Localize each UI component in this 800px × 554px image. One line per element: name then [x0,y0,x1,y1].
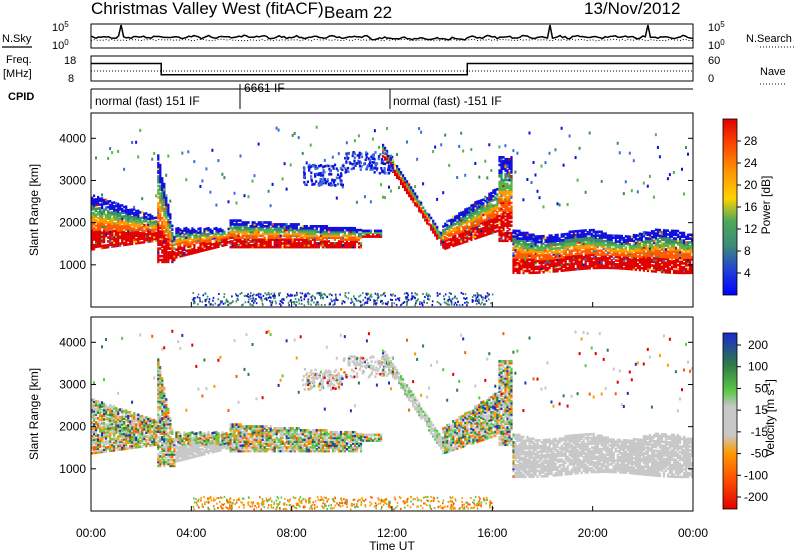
freq-panel-frame [90,55,694,82]
power-y-tick-label-2: 3000 [59,173,86,187]
velocity-y-tick-label-1: 2000 [59,420,86,434]
noise-sky-line [90,24,694,41]
x-tick-label-6: 00:00 [678,526,708,540]
x-axis-label: Time UT [369,539,415,553]
cpid-segment-0: normal (fast) 151 IF [95,94,200,108]
freq-left-tick-bottom: 8 [68,73,74,85]
noise-search-line [90,38,693,42]
x-tick-label-4: 16:00 [477,526,507,540]
power-cbar-tick-label-3: 16 [744,200,758,214]
velocity-cbar-tick-label-1: 100 [748,360,768,374]
noise-left-tick-top: 105 [52,20,69,34]
power-colorbar [722,118,738,296]
power-heatmap-cells [91,125,694,307]
x-axis-ticks: 00:00 04:00 08:00 12:00 16:00 20:00 00:00 [76,302,708,540]
cpid-segment-1: 6661 IF [244,81,285,95]
x-tick-label-2: 08:00 [277,526,307,540]
power-cbar-tick-label-4: 20 [744,178,758,192]
velocity-cbar-tick-label-3: 15 [755,403,769,417]
power-y-tick-label-1: 2000 [59,216,86,230]
x-tick-label-5: 20:00 [578,526,608,540]
nave-label: Nave [760,66,786,78]
power-cbar-tick-label-6: 28 [744,134,758,148]
date-label: 13/Nov/2012 [584,0,680,18]
power-cbar-tick-label-1: 8 [744,244,751,258]
beam-label: Beam 22 [324,3,392,22]
power-y-tick-label-0: 1000 [59,258,86,272]
velocity-y-tick-label-0: 1000 [59,462,86,476]
power-y-ticks: 1000 2000 3000 4000 [59,131,693,272]
freq-line [91,62,693,76]
freq-unit-label: [MHz] [3,68,32,80]
velocity-colorbar-ticks: 200 100 50 15 -15 -50 -100 -200 [737,338,768,504]
power-panel-frame [90,112,694,308]
velocity-cbar-tick-label-0: 200 [748,338,768,352]
power-colorbar-label: Power [dB] [759,176,773,235]
x-tick-label-1: 04:00 [176,526,206,540]
power-y-tick-label-3: 4000 [59,131,86,145]
power-cbar-tick-label-0: 4 [744,266,751,280]
power-cbar-tick-label-2: 12 [744,222,758,236]
velocity-heatmap-cells [91,329,694,511]
velocity-cbar-tick-label-5: -50 [751,447,769,461]
nsearch-label: N.Search [746,33,792,45]
noise-right-tick-bottom: 100 [708,38,725,52]
noise-panel-frame [90,23,694,49]
velocity-y-tick-label-2: 3000 [59,377,86,391]
nsky-label: N.Sky [2,33,32,45]
cpid-label: CPID [8,91,34,103]
freq-right-tick-top: 60 [708,55,720,67]
noise-right-tick-top: 105 [708,20,725,34]
station-title: Christmas Valley West (fitACF) [91,0,324,18]
freq-left-tick-top: 18 [64,55,76,67]
velocity-cbar-tick-label-7: -200 [744,490,768,504]
freq-right-tick-bottom: 0 [708,73,714,85]
x-tick-label-0: 00:00 [76,526,106,540]
velocity-cbar-tick-label-6: -100 [744,468,768,482]
velocity-y-ticks: 1000 2000 3000 4000 [59,335,693,476]
velocity-colorbar-label: Velocity [m s-1] [763,379,777,457]
x-tick-label-3: 12:00 [377,526,407,540]
power-colorbar-ticks: 4 8 12 16 20 24 28 [737,134,758,280]
noise-left-tick-bottom: 100 [52,38,69,52]
velocity-panel-frame [90,316,694,512]
velocity-y-tick-label-3: 4000 [59,335,86,349]
velocity-ylabel: Slant Range [km] [27,368,41,460]
velocity-cbar-tick-label-2: 50 [755,381,769,395]
freq-label: Freq. [6,54,32,66]
cpid-segment-2: normal (fast) -151 IF [393,94,502,108]
power-ylabel: Slant Range [km] [27,164,41,256]
velocity-cbar-tick-label-4: -15 [751,425,769,439]
velocity-colorbar [722,332,738,510]
power-cbar-tick-label-5: 24 [744,156,758,170]
